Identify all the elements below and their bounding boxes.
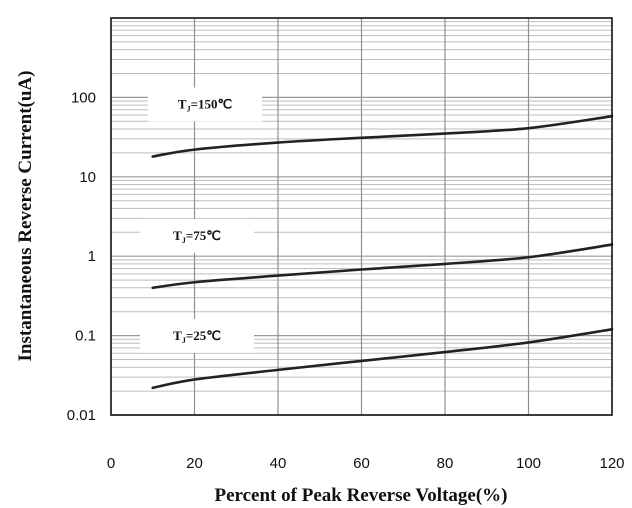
- series-label-main: T: [173, 228, 182, 243]
- series-label-main: T: [173, 328, 182, 343]
- series-label-sub: J: [182, 336, 186, 345]
- x-tick-label: 120: [599, 455, 624, 472]
- series-label-text: TJ=75℃: [173, 228, 221, 245]
- series-label-1: TJ=150℃: [148, 87, 262, 122]
- series-label-rest: =75℃: [186, 228, 221, 243]
- x-tick-label: 20: [186, 455, 203, 472]
- y-tick-label: 0.1: [75, 328, 96, 345]
- plot-area-border: [110, 17, 613, 416]
- series-line-3: [151, 328, 614, 390]
- x-tick-label: 60: [353, 455, 370, 472]
- series-label-rest: =25℃: [186, 328, 221, 343]
- series-lines: [151, 114, 614, 390]
- x-tick-label: 100: [516, 455, 541, 472]
- y-tick-label: 0.01: [67, 407, 96, 424]
- series-label-text: TJ=25℃: [173, 328, 221, 345]
- series-label-3: TJ=25℃: [140, 318, 254, 353]
- y-tick-label: 10: [79, 169, 96, 186]
- x-tick-label: 80: [437, 455, 454, 472]
- series-label-background: [140, 218, 254, 253]
- x-tick-labels: 0 20 40 60 80 100 120: [107, 455, 625, 472]
- x-tick-label: 40: [270, 455, 287, 472]
- series-label-2: TJ=75℃: [140, 218, 254, 253]
- series-label-main: T: [178, 97, 187, 112]
- series-label-sub: J: [187, 105, 191, 114]
- y-tick-labels: 0.01 0.1 1 10 100: [67, 89, 96, 424]
- series-line-1: [151, 114, 614, 158]
- x-tick-label: 0: [107, 455, 115, 472]
- y-tick-label: 1: [88, 248, 96, 265]
- y-axis-title: Instantaneous Reverse Current(uA): [15, 71, 36, 362]
- series-label-sub: J: [182, 236, 186, 245]
- series-line-2: [151, 243, 614, 290]
- grid-lines: [111, 18, 612, 416]
- series-label-text: TJ=150℃: [178, 97, 232, 114]
- series-annotations: TJ=150℃TJ=75℃TJ=25℃: [140, 87, 262, 353]
- series-label-rest: =150℃: [191, 97, 233, 112]
- x-axis-title: Percent of Peak Reverse Voltage(%): [215, 485, 508, 506]
- y-tick-label: 100: [71, 89, 96, 106]
- series-label-background: [140, 318, 254, 353]
- series-label-background: [148, 87, 262, 122]
